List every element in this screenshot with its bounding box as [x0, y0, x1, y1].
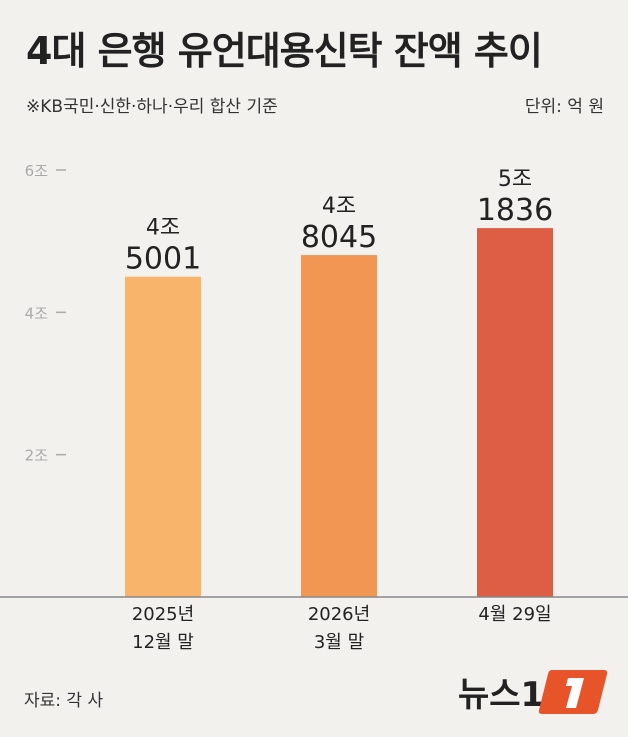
- news1-logo: 뉴스1: [458, 664, 608, 724]
- logo-one-glyph: [566, 678, 584, 708]
- x-tick-label: 2026년: [308, 604, 370, 625]
- data-label: 4조: [146, 216, 180, 241]
- y-tick-label: 6조: [25, 162, 49, 180]
- bar: [301, 255, 377, 597]
- x-tick-label: 12월 말: [132, 632, 194, 653]
- chart-title: 4대 은행 유언대용신탁 잔액 추이: [26, 29, 543, 73]
- data-label: 1836: [477, 193, 553, 228]
- data-label: 5001: [125, 242, 201, 277]
- unit-label: 단위: 억 원: [524, 97, 604, 117]
- data-label: 4조: [322, 194, 356, 219]
- x-tick-label: 3월 말: [314, 632, 364, 653]
- x-tick-label: 4월 29일: [478, 604, 551, 625]
- data-label: 5조: [498, 167, 532, 192]
- y-tick-label: 2조: [25, 447, 49, 465]
- bar: [477, 228, 553, 597]
- data-label: 8045: [301, 220, 377, 255]
- x-tick-label: 2025년: [132, 604, 194, 625]
- logo-text: 뉴스1: [458, 675, 544, 715]
- y-tick-label: 4조: [25, 304, 49, 322]
- source-label: 자료: 각 사: [24, 691, 104, 711]
- chart-subtitle: ※KB국민·신한·하나·우리 합산 기준: [26, 97, 278, 117]
- bar: [125, 276, 201, 597]
